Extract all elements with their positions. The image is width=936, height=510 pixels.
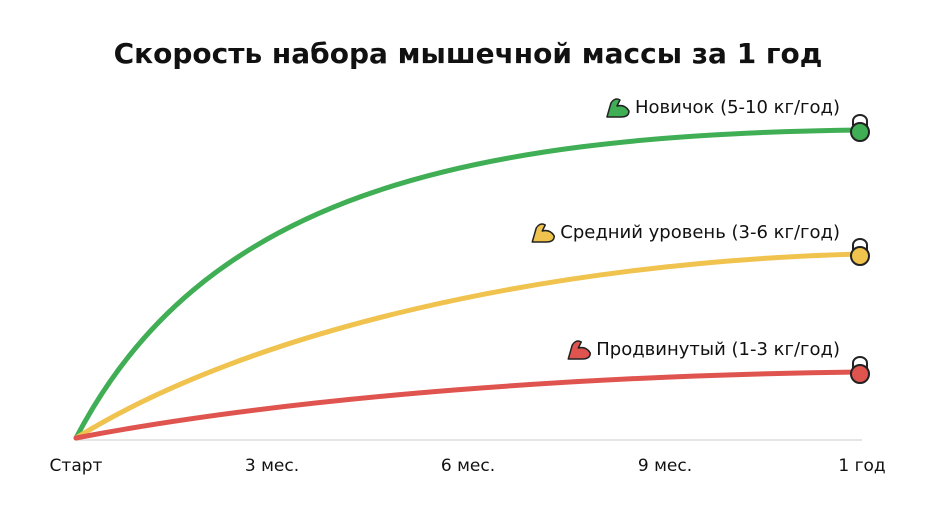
curve	[73, 127, 863, 441]
x-label: 1 год	[838, 456, 885, 476]
x-label: 6 мес.	[441, 456, 495, 476]
kettlebell	[850, 122, 870, 142]
kettlebell	[850, 364, 870, 384]
arm-icon	[567, 340, 591, 360]
chart-title: Скорость набора мышечной массы за 1 год	[114, 37, 823, 70]
kettlebell-handle	[852, 114, 868, 126]
curve-label: Продвинутый (1-3 кг/год)	[596, 339, 840, 360]
curve-label: Новичок (5-10 кг/год)	[635, 97, 840, 118]
x-label: Старт	[50, 456, 103, 476]
arm-icon	[531, 223, 555, 243]
x-label: 9 мес.	[638, 456, 692, 476]
curve	[73, 251, 863, 441]
x-label: 3 мес.	[245, 456, 299, 476]
kettlebell-handle	[852, 356, 868, 368]
curve-label: Средний уровень (3-6 кг/год)	[560, 222, 840, 243]
curve	[73, 369, 863, 441]
kettlebell-handle	[852, 238, 868, 250]
kettlebell	[850, 246, 870, 266]
arm-icon	[606, 98, 630, 118]
